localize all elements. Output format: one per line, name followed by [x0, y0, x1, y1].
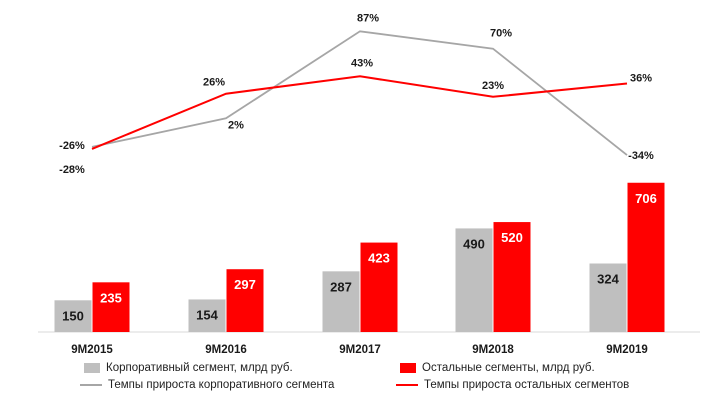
- line-label-corporate-9M2018: 70%: [490, 28, 512, 40]
- x-tick-9M2017: 9M2017: [339, 344, 381, 356]
- x-tick-9M2016: 9M2016: [205, 344, 247, 356]
- legend-item-corporate-bars: Корпоративный сегмент, млрд руб.: [84, 362, 293, 374]
- bar-label-corporate-9M2018: 490: [463, 236, 485, 251]
- bar-other-9M2015: [92, 282, 130, 332]
- legend-item-other-line: Темпы прироста остальных сегментов: [396, 379, 629, 391]
- bar-label-other-9M2019: 706: [635, 191, 657, 206]
- legend-label: Корпоративный сегмент, млрд руб.: [106, 362, 293, 374]
- legend-label: Темпы прироста остальных сегментов: [424, 379, 630, 391]
- bar-label-other-9M2018: 520: [501, 230, 523, 245]
- legend-item-corporate-line: Темпы прироста корпоративного сегмента: [80, 379, 334, 391]
- bar-label-corporate-9M2016: 154: [196, 307, 218, 322]
- bar-label-other-9M2016: 297: [234, 277, 256, 292]
- line-label-other-9M2017: 43%: [351, 57, 373, 69]
- bar-corporate-9M2017: [322, 271, 360, 332]
- line-label-other-9M2018: 23%: [482, 80, 504, 92]
- line-label-other-9M2016: 26%: [203, 77, 225, 89]
- legend-line-red: [396, 384, 418, 386]
- line-label-other-9M2019: 36%: [630, 72, 652, 84]
- line-label-corporate-9M2015: -26%: [59, 140, 85, 152]
- line-corporate-growth: [91, 30, 628, 156]
- bar-label-corporate-9M2015: 150: [62, 308, 84, 323]
- bar-corporate-9M2018: [455, 228, 493, 332]
- x-tick-9M2018: 9M2018: [472, 344, 514, 356]
- line-label-corporate-9M2017: 87%: [357, 12, 379, 24]
- legend-label: Остальные сегменты, млрд руб.: [422, 362, 595, 374]
- bar-other-9M2016: [226, 269, 264, 332]
- x-tick-9M2015: 9M2015: [71, 344, 113, 356]
- line-label-other-9M2015: -28%: [59, 164, 85, 176]
- bar-label-other-9M2017: 423: [368, 251, 390, 266]
- legend: Корпоративный сегмент, млрд руб. Остальн…: [0, 360, 728, 400]
- legend-label: Темпы прироста корпоративного сегмента: [108, 379, 335, 391]
- bar-corporate-9M2016: [188, 299, 226, 332]
- line-label-corporate-9M2019: -34%: [628, 150, 654, 162]
- x-tick-9M2019: 9M2019: [606, 344, 648, 356]
- line-other-growth: [91, 75, 628, 150]
- legend-swatch-gray: [84, 363, 100, 373]
- bar-other-9M2019: [627, 182, 665, 332]
- legend-line-gray: [80, 384, 102, 386]
- bar-other-9M2017: [360, 242, 398, 332]
- bar-label-other-9M2015: 235: [100, 290, 122, 305]
- bar-other-9M2018: [493, 222, 531, 332]
- bar-label-corporate-9M2017: 287: [330, 279, 352, 294]
- legend-swatch-red: [400, 363, 416, 373]
- bar-corporate-9M2019: [589, 263, 627, 332]
- legend-item-other-bars: Остальные сегменты, млрд руб.: [400, 362, 595, 374]
- bar-corporate-9M2015: [54, 300, 92, 332]
- line-label-corporate-9M2016: 2%: [228, 119, 244, 131]
- bar-label-corporate-9M2019: 324: [597, 272, 619, 287]
